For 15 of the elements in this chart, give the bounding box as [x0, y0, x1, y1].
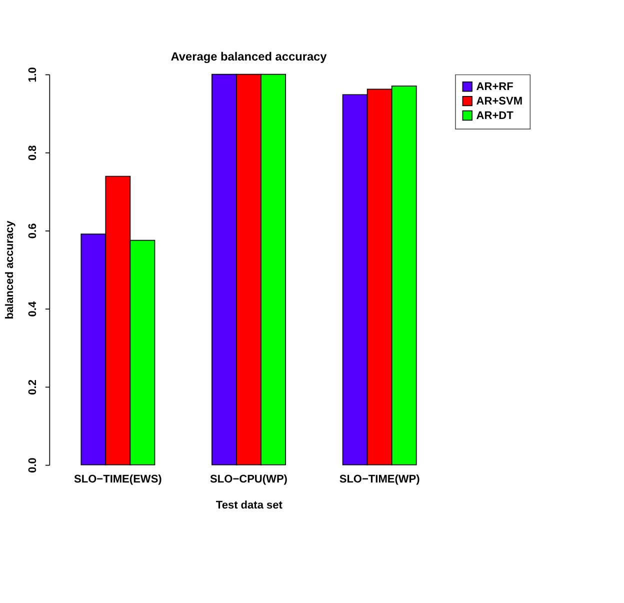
x-tick-label: SLO−TIME(EWS): [74, 473, 162, 486]
x-tick-label: SLO−CPU(WP): [210, 473, 288, 486]
x-tick-label: SLO−TIME(WP): [339, 473, 420, 486]
legend-label: AR+RF: [476, 81, 514, 94]
y-tick-label: 0.6: [27, 223, 40, 239]
legend-label: AR+SVM: [476, 95, 522, 108]
y-axis-title: balanced accuracy: [4, 220, 16, 320]
y-tick-label: 1.0: [27, 67, 40, 82]
y-tick-label: 0.2: [27, 380, 40, 395]
y-tick-label: 0.4: [27, 300, 40, 317]
y-tick-label: 0.8: [27, 145, 40, 161]
x-axis-title: Test data set: [216, 500, 283, 512]
chart-title: Average balanced accuracy: [170, 50, 328, 64]
y-tick-label: 0.0: [27, 458, 40, 473]
legend-label: AR+DT: [476, 110, 514, 122]
